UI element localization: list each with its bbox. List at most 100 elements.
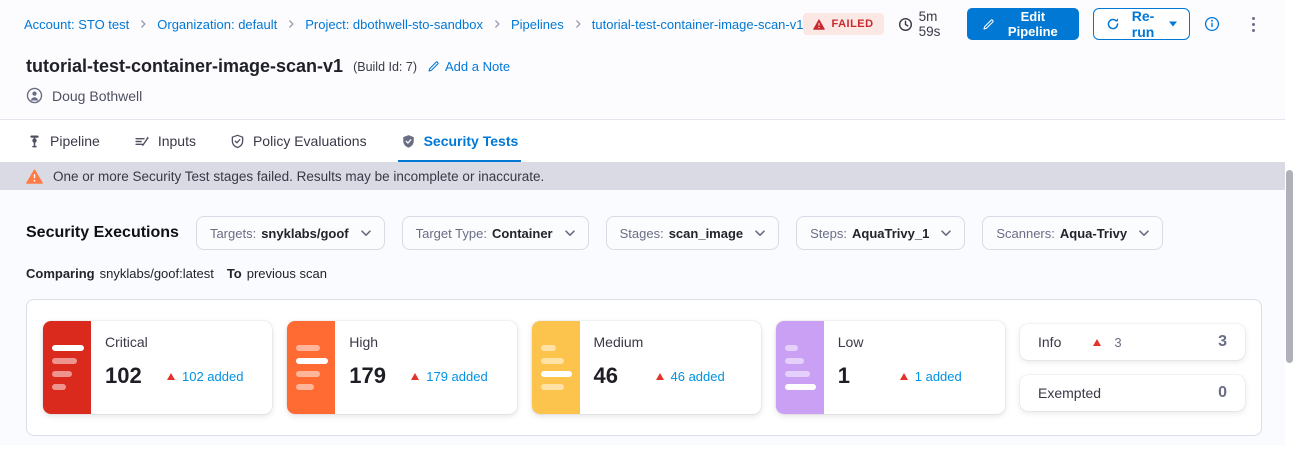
severity-count: 102 — [105, 363, 142, 388]
warning-banner-message: One or more Security Test stages failed.… — [53, 168, 545, 184]
add-note-link[interactable]: Add a Note — [427, 59, 510, 74]
warning-banner: One or more Security Test stages failed.… — [0, 162, 1285, 190]
pipeline-icon — [27, 134, 42, 149]
severity-label: Critical — [105, 334, 148, 350]
execution-tabs: Pipeline Inputs Policy Evaluations Secur… — [0, 119, 1285, 162]
filter-stages[interactable]: Stages: scan_image — [605, 216, 780, 250]
filter-label: Steps: — [810, 225, 847, 241]
triangle-up-icon — [411, 372, 420, 380]
severity-level-icon — [775, 321, 824, 414]
exempted-card[interactable]: Exempted 0 — [1020, 375, 1245, 411]
comparing-to-label: To — [226, 266, 242, 281]
refresh-icon — [1106, 17, 1120, 31]
severity-delta-label: 46 added — [670, 368, 725, 384]
tab-pipeline[interactable]: Pipeline — [27, 120, 100, 162]
tab-label: Inputs — [157, 133, 196, 149]
chevron-down-icon — [941, 229, 952, 237]
chevron-down-icon — [1139, 229, 1149, 237]
filter-steps[interactable]: Steps: AquaTrivy_1 — [796, 216, 966, 250]
severity-card-medium[interactable]: Medium 46 46 added — [531, 321, 761, 414]
vertical-scrollbar[interactable] — [1286, 170, 1293, 363]
severity-summary-panel: Critical 102 102 added — [26, 299, 1262, 436]
exempted-label: Exempted — [1038, 385, 1102, 401]
severity-label: Low — [837, 334, 864, 350]
status-badge: FAILED — [803, 13, 884, 35]
severity-delta: 1 added — [899, 368, 962, 384]
chevron-down-icon — [360, 229, 371, 237]
triangle-up-icon — [167, 372, 175, 380]
severity-delta: 102 added — [167, 369, 243, 384]
shield-check-filled-icon — [401, 134, 416, 149]
tab-label: Pipeline — [50, 133, 100, 149]
filter-target-type[interactable]: Target Type: Container — [401, 216, 589, 250]
page-header: Account: STO test Organization: default … — [0, 0, 1285, 119]
filter-targets[interactable]: Targets: snyklabs/goof — [195, 216, 385, 250]
triangle-up-icon — [899, 372, 908, 380]
comparing-label: Comparing — [26, 266, 95, 281]
severity-level-icon — [531, 321, 580, 414]
info-label: Info — [1038, 334, 1062, 350]
info-icon[interactable] — [1204, 16, 1220, 32]
severity-label: Medium — [593, 334, 644, 350]
rerun-button[interactable]: Re-run — [1093, 8, 1190, 40]
filter-value: snyklabs/goof — [261, 225, 349, 241]
breadcrumb-organization[interactable]: Organization: default — [157, 16, 278, 32]
caret-down-icon[interactable] — [1169, 21, 1177, 27]
warning-triangle-icon — [26, 168, 43, 184]
breadcrumb-project[interactable]: Project: dbothwell-sto-sandbox — [305, 16, 483, 32]
duration-value: 5m 59s — [918, 9, 941, 39]
info-card[interactable]: Info 3 3 — [1020, 324, 1245, 360]
breadcrumb-pipelines[interactable]: Pipelines — [511, 16, 564, 32]
filter-value: scan_image — [668, 225, 744, 241]
more-options-icon[interactable] — [1246, 13, 1261, 36]
tab-security-tests[interactable]: Security Tests — [397, 120, 521, 162]
section-title: Security Executions — [26, 224, 179, 241]
chevron-right-icon — [138, 19, 148, 29]
severity-delta: 179 added — [411, 368, 488, 384]
sliders-pencil-icon — [134, 134, 150, 149]
tab-policy-evaluations[interactable]: Policy Evaluations — [230, 120, 367, 162]
filter-scanners[interactable]: Scanners: Aqua-Trivy — [982, 216, 1164, 250]
info-delta-value: 3 — [1114, 334, 1122, 350]
tab-label: Security Tests — [423, 133, 519, 149]
severity-level-icon — [287, 321, 336, 414]
shield-check-outline-icon — [230, 134, 245, 149]
comparing-target: snyklabs/goof:latest — [99, 266, 214, 281]
edit-pipeline-label: Edit Pipeline — [1007, 9, 1058, 39]
triggered-by-user: Doug Bothwell — [52, 87, 143, 104]
triangle-up-icon — [1093, 338, 1102, 346]
severity-delta-label: 102 added — [182, 368, 244, 384]
breadcrumb-pipeline-name[interactable]: tutorial-test-container-image-scan-v1 — [591, 16, 804, 32]
severity-level-icon — [43, 321, 91, 414]
filter-label: Stages: — [619, 225, 664, 241]
edit-pipeline-button[interactable]: Edit Pipeline — [966, 8, 1080, 40]
page-title: tutorial-test-container-image-scan-v1 — [26, 56, 344, 76]
severity-count: 179 — [349, 363, 386, 388]
breadcrumb-bar: Account: STO test Organization: default … — [0, 0, 1285, 48]
severity-label: High — [349, 334, 379, 350]
filter-label: Target Type: — [415, 225, 487, 241]
chevron-right-icon — [573, 19, 583, 29]
breadcrumb-account[interactable]: Account: STO test — [24, 16, 130, 32]
severity-card-low[interactable]: Low 1 1 added — [775, 321, 1005, 414]
tab-label: Policy Evaluations — [252, 133, 367, 149]
severity-delta: 46 added — [655, 368, 725, 384]
severity-card-critical[interactable]: Critical 102 102 added — [43, 321, 273, 414]
breadcrumb: Account: STO test Organization: default … — [24, 17, 803, 32]
info-delta: 3 — [1093, 334, 1122, 350]
clock-icon — [898, 17, 913, 32]
tab-inputs[interactable]: Inputs — [134, 120, 196, 162]
filter-label: Scanners: — [996, 225, 1055, 241]
chevron-right-icon — [286, 19, 296, 29]
build-id: (Build Id: 7) — [353, 59, 417, 74]
severity-card-high[interactable]: High 179 179 added — [287, 321, 517, 414]
severity-delta-label: 179 added — [426, 368, 488, 384]
duration: 5m 59s — [898, 9, 953, 39]
exempted-count: 0 — [1218, 384, 1227, 401]
summary-side-column: Info 3 3 Exempted 0 — [1020, 321, 1245, 414]
severity-delta-label: 1 added — [914, 368, 962, 384]
filter-label: Targets: — [209, 225, 257, 241]
filter-value: Container — [491, 225, 553, 241]
filter-value: Aqua-Trivy — [1059, 225, 1128, 241]
